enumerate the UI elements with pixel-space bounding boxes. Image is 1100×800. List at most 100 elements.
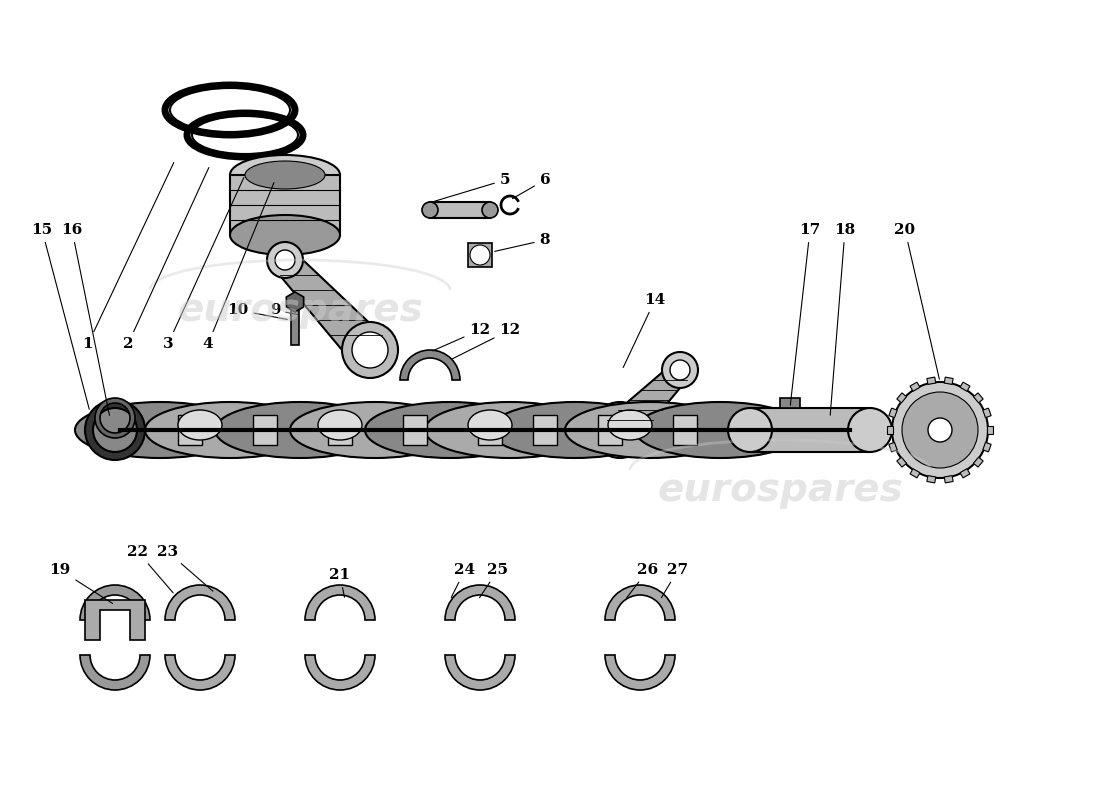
Polygon shape xyxy=(595,370,695,430)
Wedge shape xyxy=(400,350,460,380)
Bar xyxy=(598,415,622,445)
Bar xyxy=(403,415,427,445)
Bar xyxy=(230,175,340,235)
Ellipse shape xyxy=(267,242,303,278)
Wedge shape xyxy=(395,415,455,445)
Polygon shape xyxy=(267,260,398,350)
Text: 5: 5 xyxy=(434,173,510,201)
Bar xyxy=(896,393,906,403)
Wedge shape xyxy=(605,655,675,690)
Ellipse shape xyxy=(245,161,324,189)
Ellipse shape xyxy=(145,402,315,458)
Text: 3: 3 xyxy=(163,178,244,351)
Text: 4: 4 xyxy=(202,182,274,351)
Ellipse shape xyxy=(608,410,652,440)
Bar xyxy=(889,408,898,418)
Bar xyxy=(253,415,277,445)
Wedge shape xyxy=(305,655,375,690)
Ellipse shape xyxy=(662,352,698,388)
Ellipse shape xyxy=(230,215,340,255)
Bar xyxy=(430,202,490,218)
Ellipse shape xyxy=(635,402,805,458)
Text: 17: 17 xyxy=(790,223,821,406)
Ellipse shape xyxy=(318,410,362,440)
Bar xyxy=(974,393,983,403)
Wedge shape xyxy=(95,398,135,438)
Bar xyxy=(910,469,920,478)
Bar xyxy=(944,475,953,483)
Bar xyxy=(960,382,970,391)
Wedge shape xyxy=(80,655,150,690)
Text: 16: 16 xyxy=(62,223,109,415)
Ellipse shape xyxy=(230,155,340,195)
Ellipse shape xyxy=(178,410,222,440)
Text: 14: 14 xyxy=(624,293,666,367)
Wedge shape xyxy=(446,585,515,620)
Bar xyxy=(673,415,697,445)
Wedge shape xyxy=(165,585,235,620)
Ellipse shape xyxy=(468,410,512,440)
Text: 21: 21 xyxy=(329,568,351,598)
Polygon shape xyxy=(85,600,145,640)
Bar xyxy=(987,426,993,434)
Wedge shape xyxy=(605,585,675,620)
Ellipse shape xyxy=(490,402,660,458)
Ellipse shape xyxy=(342,322,398,378)
Wedge shape xyxy=(305,585,375,620)
Text: 27: 27 xyxy=(661,563,689,598)
Bar xyxy=(887,426,893,434)
Text: 20: 20 xyxy=(894,223,939,379)
Bar xyxy=(750,408,870,452)
Ellipse shape xyxy=(604,414,636,446)
Ellipse shape xyxy=(902,392,978,468)
Text: 10: 10 xyxy=(228,303,287,319)
Text: eurospares: eurospares xyxy=(177,291,422,329)
Text: 2: 2 xyxy=(123,167,209,351)
Text: 12: 12 xyxy=(432,323,491,351)
Text: 1: 1 xyxy=(82,162,174,351)
Text: 15: 15 xyxy=(32,223,89,410)
Ellipse shape xyxy=(848,408,892,452)
Bar xyxy=(328,415,352,445)
Ellipse shape xyxy=(565,402,735,458)
Wedge shape xyxy=(85,400,145,460)
Text: 26: 26 xyxy=(627,563,659,598)
Ellipse shape xyxy=(425,402,595,458)
Ellipse shape xyxy=(592,402,648,458)
Bar xyxy=(927,377,936,385)
Bar xyxy=(927,475,936,483)
Text: 12: 12 xyxy=(452,323,520,358)
Ellipse shape xyxy=(670,360,690,380)
Text: 18: 18 xyxy=(830,223,856,415)
Bar xyxy=(292,305,299,345)
Wedge shape xyxy=(165,655,235,690)
Ellipse shape xyxy=(214,402,385,458)
Ellipse shape xyxy=(275,250,295,270)
Bar xyxy=(910,382,920,391)
Ellipse shape xyxy=(290,402,460,458)
Ellipse shape xyxy=(928,418,952,442)
Text: 23: 23 xyxy=(157,545,213,591)
Ellipse shape xyxy=(892,382,988,478)
Ellipse shape xyxy=(75,402,245,458)
Text: 24: 24 xyxy=(451,563,475,598)
Text: eurospares: eurospares xyxy=(657,471,903,509)
Text: 19: 19 xyxy=(50,563,112,603)
Wedge shape xyxy=(80,585,150,620)
Bar xyxy=(780,398,800,408)
Bar xyxy=(896,457,906,467)
Bar xyxy=(178,415,202,445)
Ellipse shape xyxy=(482,202,498,218)
Ellipse shape xyxy=(470,245,490,265)
Text: 9: 9 xyxy=(270,303,297,317)
Bar xyxy=(944,377,953,385)
Bar xyxy=(974,457,983,467)
Text: 22: 22 xyxy=(128,545,173,593)
Bar xyxy=(960,469,970,478)
Bar xyxy=(534,415,557,445)
Text: 8: 8 xyxy=(495,233,550,251)
Text: 25: 25 xyxy=(480,563,508,598)
Text: 6: 6 xyxy=(513,173,550,198)
Ellipse shape xyxy=(365,402,535,458)
Ellipse shape xyxy=(728,408,772,452)
